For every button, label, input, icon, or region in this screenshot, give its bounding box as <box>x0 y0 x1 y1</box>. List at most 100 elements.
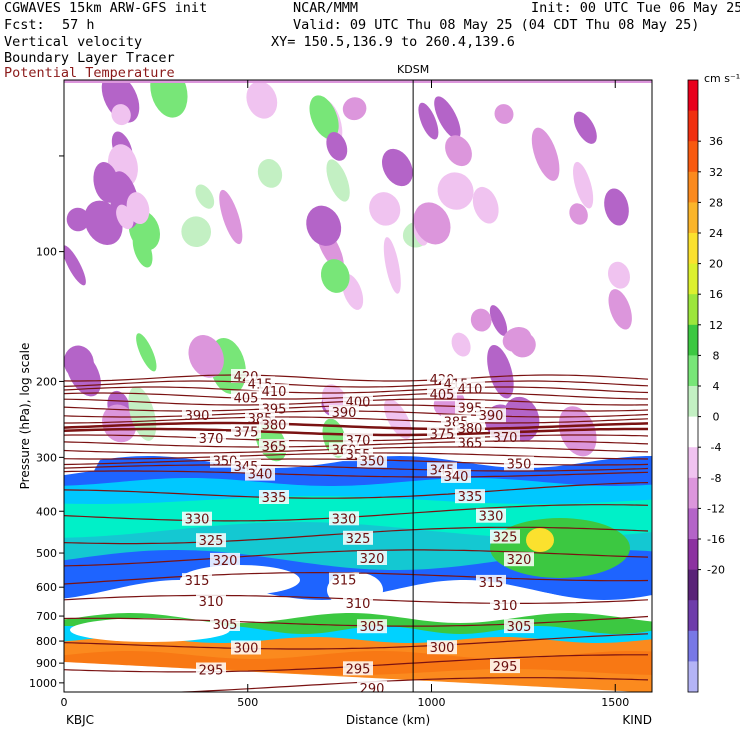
theta-label-bg <box>504 552 534 567</box>
y-tick-label: 400 <box>36 505 57 518</box>
theta-label-bg <box>476 508 506 523</box>
wave-cell <box>531 127 560 181</box>
colorbar-label: 36 <box>709 135 723 148</box>
axes: KDSM 0 500 1000 1500 Distance (km) KBJC KIND 100… <box>18 63 653 727</box>
wave-cell <box>150 80 188 118</box>
theta-label-bg <box>259 384 289 399</box>
wave-cell <box>246 81 278 119</box>
theta-label-bg <box>210 552 240 567</box>
wave-cell <box>470 308 492 332</box>
cross-section-xy: XY= 150.5,136.9 to 260.4,139.6 <box>271 34 515 50</box>
wave-cell <box>195 184 215 209</box>
colorbar-unit: cm s⁻¹ <box>704 72 740 85</box>
theta-contour-line <box>64 386 649 394</box>
theta-contour-label: 325 <box>199 534 224 549</box>
colorbar: 36 32 28 24 20 16 12 8 4 0 -4 -8 -12 -16 -20 cm s⁻¹ <box>687 72 740 693</box>
wave-cell <box>84 200 123 246</box>
wave-cell <box>111 104 131 126</box>
x-tick-label: 1000 <box>418 696 446 709</box>
colorbar-swatch <box>688 539 698 571</box>
theta-label-bg <box>343 661 373 676</box>
theta-label-bg <box>182 511 212 526</box>
theta-contour-line <box>64 374 649 382</box>
theta-contour-label: 295 <box>199 664 224 679</box>
theta-contour-label: 370 <box>493 431 518 446</box>
forecast-label: Fcst: <box>4 17 45 33</box>
theta-label-bg <box>441 468 471 483</box>
wave-cell <box>608 261 630 289</box>
y-tick-label: 200 <box>36 375 57 388</box>
theta-contour-label: 315 <box>332 574 357 589</box>
wave-cell <box>93 162 119 203</box>
theta-contour-label: 305 <box>507 620 532 635</box>
colorbar-label: 4 <box>713 380 720 393</box>
theta-label-bg <box>259 490 289 504</box>
wave-cell <box>573 111 597 144</box>
wave-cell <box>126 192 150 225</box>
wave-cell <box>342 97 367 121</box>
y-tick-label: 1000 <box>29 677 57 690</box>
wave-cell <box>257 159 283 188</box>
theta-label-bg <box>329 572 359 587</box>
colorbar-swatch <box>688 416 698 448</box>
theta-label-bg <box>231 424 261 439</box>
wave-cell <box>320 259 350 293</box>
theta-contour-label: 405 <box>234 392 259 407</box>
wave-cell <box>326 132 348 161</box>
wave-cell <box>369 192 401 226</box>
wave-cell <box>188 335 224 378</box>
terrain <box>64 662 652 692</box>
y-tick-label: 800 <box>36 635 57 648</box>
theta-label-bg <box>196 533 226 548</box>
init-time: Init: 00 UTC Tue 06 May 25 <box>531 0 740 16</box>
theta-contour-label: 375 <box>430 428 455 443</box>
colorbar-label: 0 <box>713 411 720 424</box>
colorbar-label: 12 <box>709 319 723 332</box>
dry-pocket <box>180 565 300 595</box>
colorbar-swatch <box>688 569 698 601</box>
wave-cell <box>437 172 474 210</box>
theta-label-bg <box>182 573 212 588</box>
theta-contour-label: 370 <box>199 432 224 447</box>
theta-contour-label: 320 <box>213 554 238 569</box>
theta-label-bg <box>490 597 520 612</box>
wave-cell <box>101 80 140 123</box>
theta-contour-label: 410 <box>458 382 483 397</box>
theta-label-bg <box>357 680 387 692</box>
colorbar-swatch <box>688 355 698 387</box>
wave-cell <box>181 216 212 247</box>
top-edge-cell <box>64 80 652 83</box>
wave-cell <box>569 203 588 225</box>
wave-cell <box>472 186 499 224</box>
colorbar-swatch <box>688 80 698 112</box>
y-tick-label: 500 <box>36 547 57 560</box>
wave-cell <box>573 161 594 209</box>
theta-contour-line <box>64 421 649 431</box>
theta-contour-label: 295 <box>493 660 518 675</box>
wave-cell <box>66 207 90 232</box>
updraft-core <box>526 528 554 552</box>
colorbar-label: 16 <box>709 288 723 301</box>
colorbar-label: -12 <box>707 502 725 515</box>
colorbar-swatch <box>688 630 698 662</box>
wave-cell <box>326 159 350 202</box>
theta-label-bg <box>357 619 387 634</box>
theta-label-bg <box>427 426 457 441</box>
wave-cell <box>309 95 339 140</box>
theta-label-bg <box>455 489 485 504</box>
theta-contour-label: 380 <box>262 419 287 434</box>
wave-cell <box>128 386 157 441</box>
x-tick-label: 500 <box>237 696 258 709</box>
theta-contour-label: 365 <box>458 436 483 451</box>
theta-label-bg <box>476 574 506 589</box>
x-tick-label: 0 <box>61 696 68 709</box>
colorbar-swatch <box>688 141 698 173</box>
plot-frame <box>63 79 653 693</box>
theta-contour-label: 300 <box>234 642 259 657</box>
theta-contour-label: 405 <box>430 388 455 403</box>
theta-label-bg <box>245 466 275 481</box>
theta-contour-label: 310 <box>346 597 371 612</box>
theta-contour-line <box>64 464 649 472</box>
theta-label-bg <box>504 619 534 634</box>
colorbar-label: 24 <box>709 227 723 240</box>
